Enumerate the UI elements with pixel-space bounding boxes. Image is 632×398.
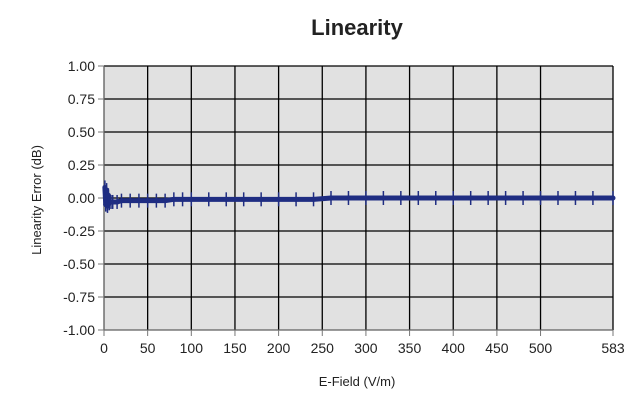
data-point: [206, 196, 212, 202]
y-tick-label: -1.00: [63, 322, 95, 338]
chart-title: Linearity: [311, 15, 403, 40]
data-point: [241, 196, 247, 202]
data-point: [180, 196, 186, 202]
data-point: [188, 196, 194, 202]
y-tick-label: -0.50: [63, 256, 95, 272]
data-point: [127, 198, 133, 204]
data-point: [145, 198, 151, 204]
data-point: [136, 198, 142, 204]
x-axis-title: E-Field (V/m): [319, 374, 396, 389]
data-point: [572, 195, 578, 201]
data-point: [345, 195, 351, 201]
x-tick-label: 100: [180, 340, 204, 356]
data-point: [398, 195, 404, 201]
data-point: [153, 198, 159, 204]
x-tick-label: 350: [398, 340, 422, 356]
data-point: [485, 195, 491, 201]
y-tick-label: 0.50: [68, 124, 95, 140]
data-point: [328, 195, 334, 201]
data-point: [276, 196, 282, 202]
data-point: [380, 195, 386, 201]
data-point: [363, 195, 369, 201]
data-point: [433, 195, 439, 201]
data-point: [258, 196, 264, 202]
data-point: [450, 195, 456, 201]
y-tick-label: 1.00: [68, 58, 95, 74]
data-point: [590, 195, 596, 201]
y-tick-label: 0.25: [68, 157, 95, 173]
data-point: [162, 198, 168, 204]
x-tick-label: 250: [311, 340, 335, 356]
data-point: [110, 199, 116, 205]
y-tick-label: -0.75: [63, 289, 95, 305]
y-axis-title: Linearity Error (dB): [29, 145, 44, 255]
data-point: [610, 195, 616, 201]
data-point: [223, 196, 229, 202]
data-point: [468, 195, 474, 201]
x-tick-label: 50: [140, 340, 156, 356]
x-tick-label: 583: [601, 340, 625, 356]
data-point: [415, 195, 421, 201]
x-tick-label: 300: [354, 340, 378, 356]
series-layer: [102, 180, 616, 213]
data-point: [520, 195, 526, 201]
x-tick-label: 500: [529, 340, 553, 356]
x-tick-label: 200: [267, 340, 291, 356]
x-tick-label: 150: [223, 340, 247, 356]
data-point: [114, 199, 120, 205]
y-tick-label: -0.25: [63, 223, 95, 239]
y-tick-label: 0.75: [68, 91, 95, 107]
x-tick-label: 450: [485, 340, 509, 356]
y-tick-label: 0.00: [68, 190, 95, 206]
x-tick-label: 0: [100, 340, 108, 356]
data-point: [293, 196, 299, 202]
data-point: [118, 198, 124, 204]
x-tick-label: 400: [442, 340, 466, 356]
data-point: [311, 196, 317, 202]
tick-label-layer: 0 50 100 150 200 250 300 350 400 450 500 583 1.00 0.7…: [63, 58, 625, 356]
data-point: [555, 195, 561, 201]
data-point: [171, 196, 177, 202]
data-point: [538, 195, 544, 201]
data-point: [105, 192, 111, 198]
data-point: [503, 195, 509, 201]
